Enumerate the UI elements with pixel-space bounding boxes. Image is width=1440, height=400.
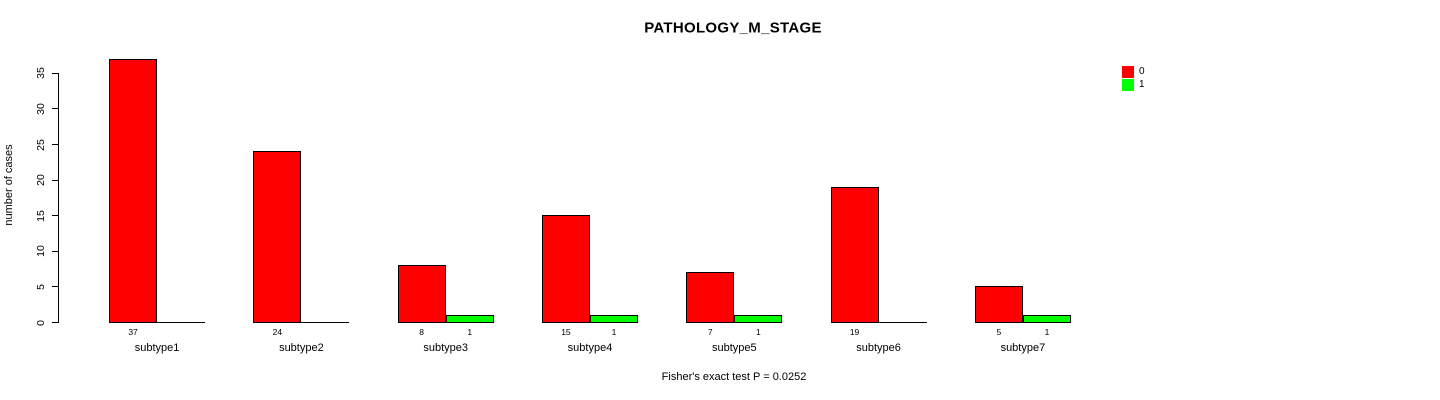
category-label: subtype6 <box>856 342 901 354</box>
bar-subtype4-1 <box>590 314 639 323</box>
y-axis-tick-label: 20 <box>35 174 47 186</box>
category-label: subtype4 <box>567 342 613 354</box>
bar-subtype5-1 <box>734 314 783 323</box>
y-axis-tick <box>52 72 58 74</box>
legend-entry-1: 1 <box>1122 78 1145 91</box>
category-label: subtype5 <box>711 342 757 354</box>
bar-subtype3-1 <box>445 314 494 323</box>
bar-value-label: 8 <box>419 327 425 337</box>
y-axis-line <box>58 73 59 323</box>
y-axis-label: number of cases <box>3 144 15 226</box>
y-axis-tick <box>52 250 58 252</box>
bar-subtype1-0 <box>109 58 158 323</box>
y-axis-tick <box>52 108 58 110</box>
y-axis-tick <box>52 286 58 288</box>
bar-subtype7-1 <box>1022 314 1071 323</box>
y-axis-tick <box>52 322 58 323</box>
bar-value-label: 7 <box>707 327 713 337</box>
bar-subtype6-0 <box>830 186 879 323</box>
group-baseline <box>830 322 927 323</box>
y-axis-tick-label: 5 <box>35 283 47 290</box>
y-axis-tick-label: 35 <box>35 67 47 80</box>
stat-test-caption: Fisher's exact test P = 0.0252 <box>661 371 807 383</box>
legend-label: 0 <box>1139 66 1145 77</box>
bar-subtype3-0 <box>397 265 446 323</box>
bar-value-label: 24 <box>272 327 283 337</box>
bar-subtype4-0 <box>541 215 590 323</box>
bar-value-label: 5 <box>996 327 1002 337</box>
chart-title: PATHOLOGY_M_STAGE <box>644 19 822 37</box>
legend-entry-0: 0 <box>1122 65 1145 78</box>
bar-value-label: 37 <box>128 327 138 337</box>
y-axis-tick <box>52 215 58 217</box>
legend: 0 1 <box>1122 65 1145 91</box>
group-baseline <box>109 322 206 323</box>
bar-value-label: 19 <box>849 327 860 337</box>
group-baseline <box>253 322 350 323</box>
bar-subtype7-0 <box>974 286 1023 323</box>
group-baseline <box>541 322 639 323</box>
y-axis-tick <box>52 144 58 145</box>
legend-swatch-red <box>1122 65 1134 78</box>
group-baseline <box>686 322 783 323</box>
y-axis-tick-label: 30 <box>35 103 47 115</box>
legend-swatch-green <box>1122 78 1134 91</box>
bar-value-label: 1 <box>467 327 473 337</box>
legend-label: 1 <box>1139 79 1145 90</box>
category-label: subtype1 <box>134 342 180 354</box>
bar-subtype2-0 <box>253 151 302 323</box>
bar-value-label: 1 <box>755 327 761 337</box>
bar-value-label: 1 <box>1044 327 1050 337</box>
y-axis-tick-label: 15 <box>35 209 47 222</box>
y-axis-tick <box>52 179 58 181</box>
category-label: subtype7 <box>1000 342 1046 354</box>
y-axis-tick-label: 25 <box>35 138 47 151</box>
bar-subtype5-0 <box>686 272 735 323</box>
y-axis-tick-label: 10 <box>35 245 47 258</box>
category-label: subtype2 <box>279 342 324 354</box>
bar-value-label: 15 <box>561 327 571 337</box>
y-axis-tick-label: 0 <box>35 319 47 326</box>
bar-value-label: 1 <box>611 327 617 337</box>
category-label: subtype3 <box>423 342 469 354</box>
